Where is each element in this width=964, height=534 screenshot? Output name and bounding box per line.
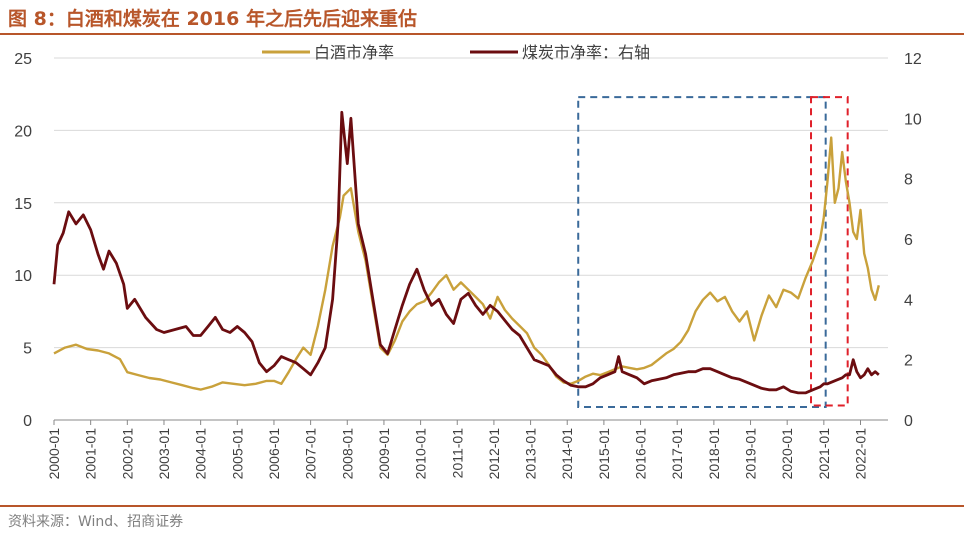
x-tick-label: 2020-01 [779,428,795,480]
x-tick-label: 2002-01 [119,428,135,480]
y-right-tick-label: 4 [904,292,913,309]
x-tick-label: 2021-01 [816,428,832,480]
x-tick-label: 2012-01 [486,428,502,480]
bottom-rule [0,505,964,507]
x-tick-label: 2017-01 [669,428,685,480]
x-tick-label: 2016-01 [633,428,649,480]
x-tick-label: 2000-01 [46,428,62,480]
x-tick-label: 2019-01 [743,428,759,480]
x-tick-label: 2005-01 [229,428,245,480]
legend-coal-label: 煤炭市净率：右轴 [522,44,650,62]
x-tick-label: 2007-01 [303,428,319,480]
series-baijiu-line [53,136,880,391]
source-note: 资料来源：Wind、招商证券 [8,514,184,530]
x-tick-label: 2006-01 [266,428,282,480]
top-rule [0,33,964,35]
y-right-tick-label: 0 [904,413,913,430]
x-tick-label: 2001-01 [83,428,99,480]
x-tick-label: 2011-01 [449,428,465,479]
x-tick-label: 2004-01 [193,428,209,480]
y-right-tick-label: 12 [904,51,922,68]
y-left-tick-label: 20 [14,123,32,140]
x-tick-label: 2003-01 [156,428,172,480]
x-tick-label: 2014-01 [559,428,575,480]
series-coal-line [52,110,880,395]
x-tick-label: 2022-01 [853,428,869,480]
x-tick-label: 2015-01 [596,428,612,480]
annotation-boxes [577,96,849,408]
legend-baijiu-label: 白酒市净率 [314,44,394,62]
x-tick-label: 2010-01 [413,428,429,480]
gridlines [54,57,888,349]
x-tick-label: 2018-01 [706,428,722,480]
legend: 白酒市净率 煤炭市净率：右轴 [262,44,650,62]
y-left-tick-label: 15 [14,196,32,213]
y-right-tick-label: 2 [904,353,913,370]
series-lines [52,110,880,395]
figure-title: 图 8：白酒和煤炭在 2016 年之后先后迎来重估 [8,8,417,30]
x-tick-label: 2013-01 [523,428,539,480]
x-tick-label: 2008-01 [339,428,355,480]
y-right-tick-label: 6 [904,232,913,249]
y-right-tick-label: 10 [904,111,922,128]
x-tick-label: 2009-01 [376,428,392,480]
y-left-tick-label: 25 [14,51,32,68]
blue-dashed-box [577,96,827,408]
red-dashed-box [810,96,849,407]
y-left-tick-label: 10 [14,268,32,285]
y-left-tick-label: 5 [23,341,32,358]
y-right-tick-label: 8 [904,172,913,189]
axes: 0 5 10 15 20 25 0 2 4 6 8 10 12 2000-01 2001-01 2002-01… [14,51,922,479]
y-left-tick-label: 0 [23,413,32,430]
